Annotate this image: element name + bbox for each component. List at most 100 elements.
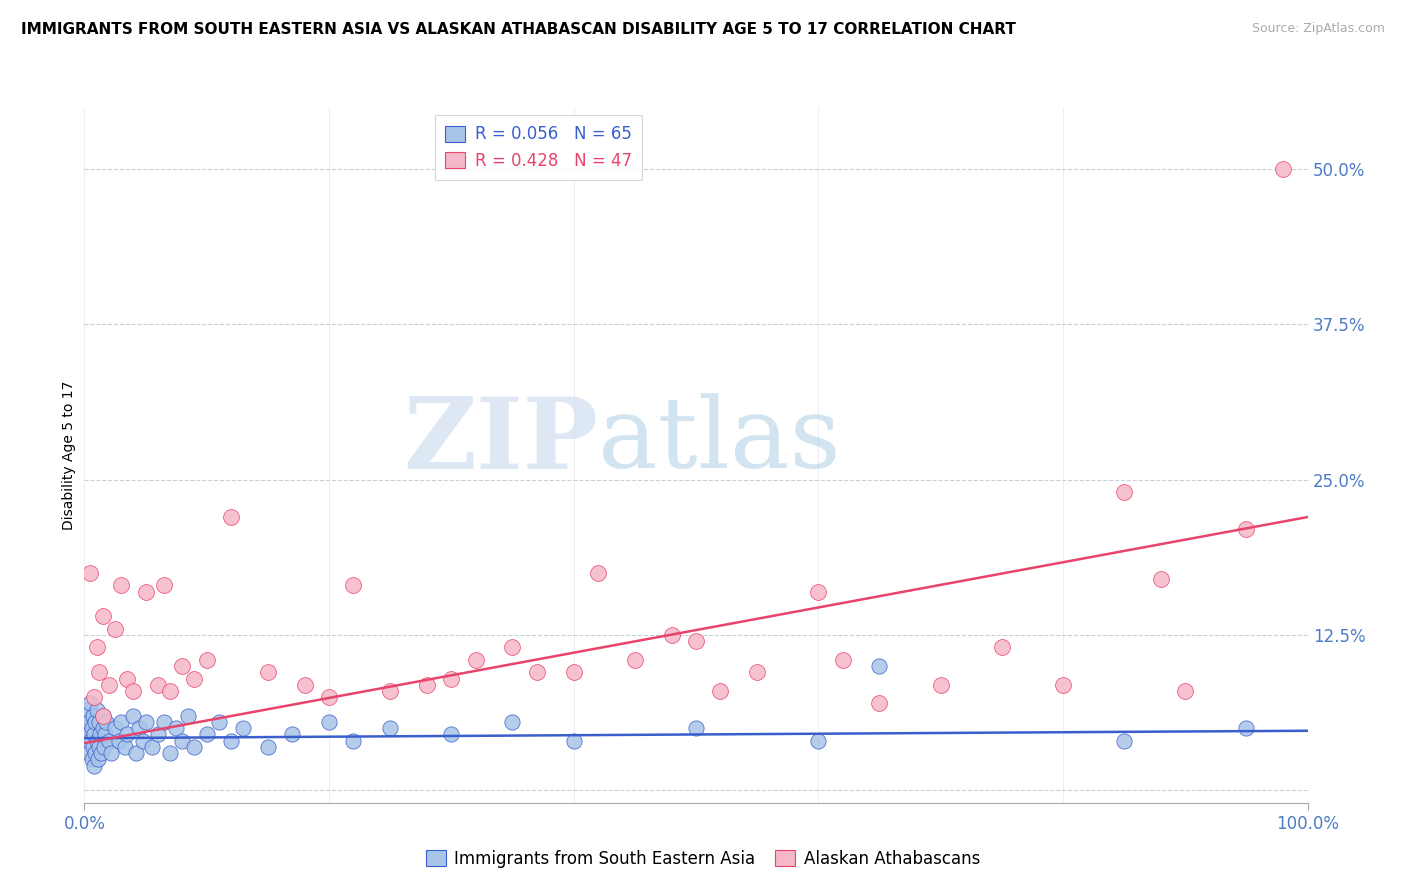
- Point: [183, 672, 205, 686]
- Point: [281, 727, 304, 741]
- Point: [135, 714, 157, 729]
- Point: [77, 714, 100, 729]
- Point: [128, 721, 150, 735]
- Point: [114, 739, 136, 754]
- Point: [232, 721, 254, 735]
- Point: [146, 727, 169, 741]
- Point: [526, 665, 548, 680]
- Point: [440, 727, 463, 741]
- Legend: Immigrants from South Eastern Asia, Alaskan Athabascans: Immigrants from South Eastern Asia, Alas…: [419, 844, 987, 875]
- Point: [709, 684, 731, 698]
- Point: [1052, 678, 1074, 692]
- Text: ZIP: ZIP: [404, 392, 598, 490]
- Point: [77, 746, 100, 760]
- Point: [97, 733, 120, 747]
- Point: [195, 727, 218, 741]
- Point: [91, 609, 114, 624]
- Point: [1236, 721, 1258, 735]
- Point: [159, 684, 181, 698]
- Point: [624, 653, 647, 667]
- Point: [177, 708, 200, 723]
- Point: [96, 714, 118, 729]
- Point: [257, 739, 280, 754]
- Text: Source: ZipAtlas.com: Source: ZipAtlas.com: [1251, 22, 1385, 36]
- Point: [87, 665, 110, 680]
- Point: [104, 721, 127, 735]
- Point: [110, 714, 132, 729]
- Point: [115, 727, 138, 741]
- Point: [122, 708, 145, 723]
- Point: [79, 697, 101, 711]
- Point: [661, 628, 683, 642]
- Point: [100, 746, 122, 760]
- Legend: R = 0.056   N = 65, R = 0.428   N = 47: R = 0.056 N = 65, R = 0.428 N = 47: [436, 115, 643, 179]
- Point: [91, 708, 114, 723]
- Point: [76, 721, 98, 735]
- Point: [77, 727, 100, 741]
- Point: [807, 733, 830, 747]
- Point: [107, 733, 129, 747]
- Point: [195, 653, 218, 667]
- Point: [110, 578, 132, 592]
- Point: [318, 690, 340, 705]
- Point: [464, 653, 486, 667]
- Point: [172, 659, 194, 673]
- Point: [91, 708, 114, 723]
- Point: [440, 672, 463, 686]
- Point: [86, 703, 108, 717]
- Point: [82, 739, 104, 754]
- Point: [294, 678, 316, 692]
- Point: [125, 746, 148, 760]
- Point: [146, 678, 169, 692]
- Point: [219, 733, 242, 747]
- Point: [991, 640, 1014, 655]
- Point: [86, 733, 108, 747]
- Point: [82, 708, 104, 723]
- Point: [87, 714, 110, 729]
- Point: [104, 622, 127, 636]
- Point: [153, 714, 176, 729]
- Point: [342, 578, 364, 592]
- Point: [172, 733, 194, 747]
- Point: [93, 739, 115, 754]
- Point: [219, 510, 242, 524]
- Point: [87, 752, 110, 766]
- Point: [929, 678, 952, 692]
- Point: [83, 758, 105, 772]
- Point: [562, 733, 585, 747]
- Point: [1174, 684, 1197, 698]
- Point: [115, 672, 138, 686]
- Point: [502, 714, 524, 729]
- Point: [135, 584, 157, 599]
- Point: [416, 678, 439, 692]
- Point: [183, 739, 205, 754]
- Point: [79, 566, 101, 580]
- Point: [84, 714, 107, 729]
- Point: [502, 640, 524, 655]
- Point: [84, 746, 107, 760]
- Point: [89, 727, 111, 741]
- Point: [86, 640, 108, 655]
- Point: [165, 721, 187, 735]
- Point: [90, 746, 112, 760]
- Point: [685, 721, 707, 735]
- Point: [1236, 523, 1258, 537]
- Point: [831, 653, 853, 667]
- Point: [1114, 485, 1136, 500]
- Point: [83, 727, 105, 741]
- Y-axis label: Disability Age 5 to 17: Disability Age 5 to 17: [62, 380, 76, 530]
- Point: [318, 714, 340, 729]
- Point: [97, 678, 120, 692]
- Point: [80, 752, 103, 766]
- Point: [122, 684, 145, 698]
- Point: [380, 684, 402, 698]
- Point: [94, 727, 117, 741]
- Point: [562, 665, 585, 680]
- Point: [257, 665, 280, 680]
- Point: [1272, 162, 1295, 177]
- Point: [747, 665, 769, 680]
- Text: IMMIGRANTS FROM SOUTH EASTERN ASIA VS ALASKAN ATHABASCAN DISABILITY AGE 5 TO 17 : IMMIGRANTS FROM SOUTH EASTERN ASIA VS AL…: [21, 22, 1017, 37]
- Point: [1150, 572, 1173, 586]
- Point: [132, 733, 155, 747]
- Point: [342, 733, 364, 747]
